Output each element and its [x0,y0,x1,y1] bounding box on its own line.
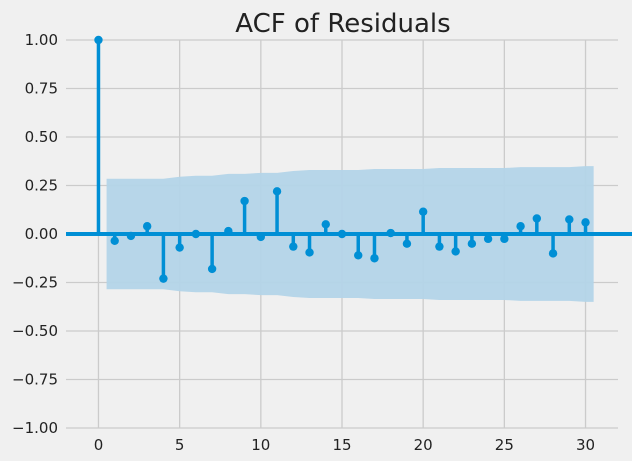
stems [94,35,590,283]
stem-marker [110,236,119,245]
chart-title: ACF of Residuals [235,9,450,39]
y-axis-tick-labels: −1.00 −0.75 −0.50 −0.25 0.00 0.25 0.50 0.75 1.00 [12,31,58,437]
stem-marker [565,215,574,224]
stem-marker [142,222,152,231]
x-tick-label: 10 [251,436,270,454]
stem-marker [256,232,266,242]
y-tick-label: 0.25 [25,177,58,195]
stem-marker [354,251,363,260]
stem-marker [402,239,412,248]
y-tick-label: −1.00 [12,419,58,437]
stem-marker [435,242,444,251]
stem-marker [289,242,298,251]
x-tick-label: 5 [175,436,185,454]
x-tick-label: 25 [495,436,514,454]
x-tick-label: 20 [414,436,433,454]
stem-marker [94,35,103,45]
stem-marker [305,248,314,257]
stem-marker [207,264,217,274]
stem-marker [386,228,395,238]
stem-marker [337,229,347,239]
stem-marker [548,249,558,258]
stem-marker [500,234,509,244]
stem-marker [581,218,590,227]
x-tick-label: 0 [94,436,104,454]
y-tick-label: −0.50 [12,322,58,340]
stem-marker [516,222,525,231]
stem-marker [418,207,428,216]
x-axis-tick-labels: 0 5 10 15 20 25 30 [94,436,595,454]
stem-marker [224,226,233,236]
stem-marker [532,214,542,223]
stem-marker [175,243,184,252]
stem-marker [370,254,379,263]
stem-marker [451,247,460,256]
y-tick-label: −0.25 [12,274,58,292]
stem-marker [272,187,282,196]
x-tick-label: 15 [332,436,351,454]
stem-marker [321,220,330,229]
stem-marker [240,196,249,206]
stem-marker [159,274,168,283]
y-tick-label: −0.75 [12,371,58,389]
y-tick-label: 0.75 [25,80,58,98]
y-tick-label: 0.00 [25,225,58,243]
x-tick-label: 30 [576,436,595,454]
y-tick-label: 0.50 [25,128,58,146]
y-tick-label: 1.00 [25,31,58,49]
stem-marker [191,229,201,239]
stem-marker [483,234,493,244]
stem-marker [467,239,477,248]
stem-marker [126,231,136,241]
